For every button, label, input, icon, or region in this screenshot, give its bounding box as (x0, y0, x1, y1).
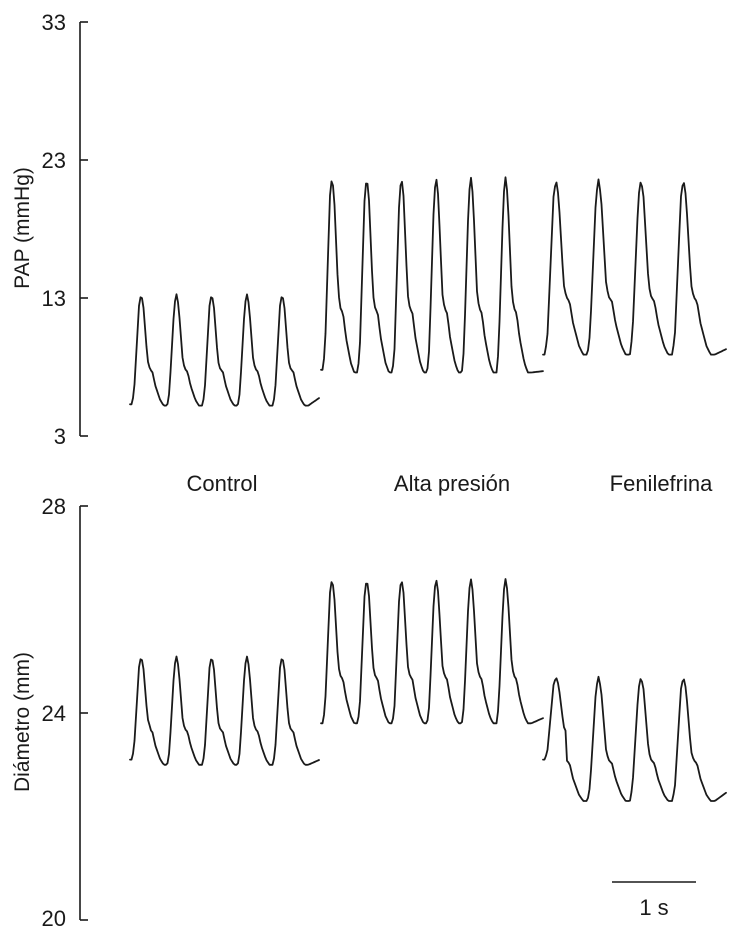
pap-traces (129, 176, 727, 407)
pap-axis-title: PAP (mmHg) (11, 167, 34, 289)
pap-tick-label-33: 33 (42, 10, 66, 35)
pap-tick-label-13: 13 (42, 286, 66, 311)
diameter-axis-title: Diámetro (mm) (11, 652, 34, 792)
condition-label-control: Control (187, 471, 258, 496)
pap-tick-label-3: 3 (54, 424, 66, 449)
diameter-trace-fenilefrina (542, 675, 727, 802)
condition-label-alta-presion: Alta presión (394, 471, 510, 496)
pap-trace-control (129, 293, 320, 407)
diameter-panel: 28 24 20 Diámetro (mm) (11, 494, 727, 931)
diameter-tick-label-20: 20 (42, 906, 66, 931)
pap-tick-label-23: 23 (42, 148, 66, 173)
diameter-traces (129, 578, 727, 802)
time-scale-label: 1 s (639, 895, 668, 920)
pap-panel: 33 23 13 3 PAP (mmHg) (11, 10, 727, 449)
diameter-tick-label-28: 28 (42, 494, 66, 519)
condition-label-fenilefrina: Fenilefrina (610, 471, 713, 496)
diameter-trace-control (129, 655, 320, 766)
pap-trace-alta-presi-n (320, 176, 544, 374)
diameter-trace-alta-presi-n (320, 578, 544, 725)
diameter-tick-label-24: 24 (42, 701, 66, 726)
pap-trace-fenilefrina (542, 178, 727, 356)
